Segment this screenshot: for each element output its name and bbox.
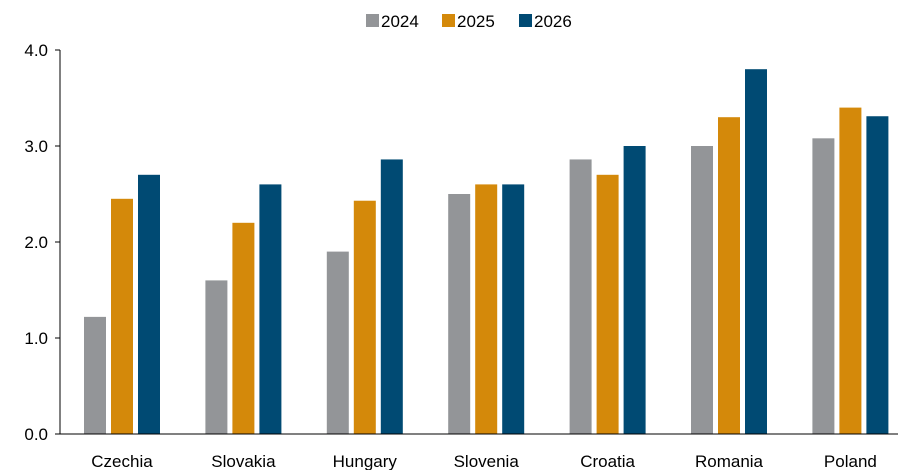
legend-label: 2024 bbox=[381, 12, 419, 31]
bar-group bbox=[448, 184, 525, 434]
bar-2025-croatia bbox=[596, 174, 619, 435]
legend-item-2024: 2024 bbox=[366, 12, 419, 31]
bar-2026-poland bbox=[866, 116, 889, 435]
y-tick-label: 4.0 bbox=[24, 41, 48, 60]
legend-label: 2026 bbox=[534, 12, 572, 31]
x-tick-label: Slovakia bbox=[211, 452, 276, 470]
bar-2025-hungary bbox=[353, 200, 376, 434]
bar-group bbox=[205, 184, 282, 434]
bar-2026-croatia bbox=[623, 146, 646, 434]
bar-groups bbox=[84, 69, 889, 435]
y-axis: 0.0 1.0 2.0 3.0 4.0 bbox=[24, 41, 61, 444]
bar-2025-slovenia bbox=[475, 184, 498, 434]
legend-swatch bbox=[366, 14, 379, 27]
bar-2025-slovakia bbox=[232, 222, 255, 434]
chart-legend: 2024 2025 2026 bbox=[366, 12, 572, 31]
bar-group bbox=[326, 159, 403, 434]
bar-group bbox=[691, 69, 767, 434]
y-tick-label: 2.0 bbox=[24, 233, 48, 252]
x-axis: Czechia Slovakia Hungary Slovenia Croatia Rom… bbox=[60, 433, 898, 471]
y-tick-label: 1.0 bbox=[24, 329, 48, 348]
bar-2024-czechia bbox=[84, 316, 106, 434]
bar-2024-hungary bbox=[326, 251, 349, 434]
bar-2026-hungary bbox=[380, 159, 403, 434]
bar-2025-czechia bbox=[111, 198, 133, 434]
bar-2026-slovakia bbox=[259, 184, 282, 434]
bar-2026-slovenia bbox=[502, 184, 525, 434]
bar-2025-romania bbox=[718, 117, 740, 434]
y-tick-label: 3.0 bbox=[24, 137, 48, 156]
x-tick-label: Slovenia bbox=[454, 452, 520, 470]
x-tick-label: Hungary bbox=[333, 452, 398, 470]
y-tick-label: 0.0 bbox=[24, 425, 48, 444]
bar-group bbox=[812, 107, 889, 435]
x-tick-label: Czechia bbox=[91, 452, 153, 470]
bar-2025-poland bbox=[839, 107, 862, 434]
bar-2024-croatia bbox=[569, 159, 592, 434]
bar-group bbox=[569, 146, 646, 435]
legend-item-2026: 2026 bbox=[519, 12, 572, 31]
legend-item-2025: 2025 bbox=[442, 12, 495, 31]
bar-2024-slovakia bbox=[205, 280, 228, 434]
x-tick-label: Poland bbox=[824, 452, 877, 470]
legend-label: 2025 bbox=[457, 12, 495, 31]
bar-2024-romania bbox=[691, 146, 713, 434]
bar-2024-slovenia bbox=[448, 194, 471, 434]
legend-swatch bbox=[442, 14, 455, 27]
bar-2024-poland bbox=[812, 138, 835, 434]
bar-2026-czechia bbox=[138, 174, 160, 435]
legend-swatch bbox=[519, 14, 532, 27]
x-tick-label: Romania bbox=[695, 452, 764, 470]
bar-group bbox=[84, 174, 160, 435]
x-tick-label: Croatia bbox=[580, 452, 635, 470]
bar-2026-romania bbox=[745, 69, 767, 434]
